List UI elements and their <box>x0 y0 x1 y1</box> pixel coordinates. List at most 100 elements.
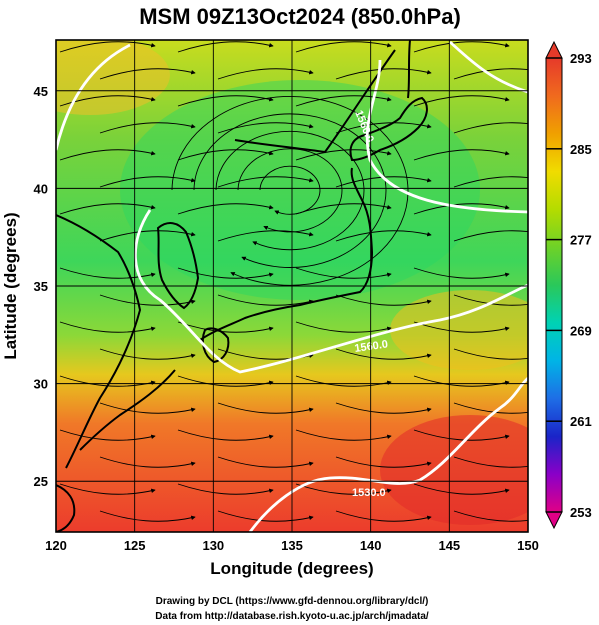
streamline <box>453 230 528 242</box>
streamline <box>295 429 392 441</box>
streamline <box>99 122 196 134</box>
streamline <box>177 149 274 161</box>
coastline-sakhalin <box>407 40 411 99</box>
streamline <box>413 429 510 441</box>
wind-streamlines <box>59 41 528 522</box>
colorbar-ticks: 293 285 277 269 261 253 <box>546 51 592 520</box>
streamline <box>99 294 196 306</box>
warm-patch-east <box>390 290 528 370</box>
coastlines <box>56 40 428 532</box>
streamline <box>59 149 156 161</box>
streamline <box>59 95 156 107</box>
credit-drawing: Drawing by DCL (https://www.gfd-dennou.o… <box>156 596 429 607</box>
streamline <box>453 68 528 80</box>
streamline <box>335 294 432 306</box>
streamline <box>99 510 196 522</box>
streamline-vortex <box>259 165 321 215</box>
streamline <box>217 456 314 468</box>
streamline <box>453 456 528 468</box>
coastline-honshu <box>199 167 374 341</box>
streamline <box>453 348 528 360</box>
x-tick-label: 135 <box>281 538 303 553</box>
streamline <box>217 294 314 306</box>
streamline <box>99 230 196 242</box>
streamline <box>453 122 528 134</box>
streamline <box>413 321 510 333</box>
y-tick-label: 25 <box>34 474 48 489</box>
coastline-kyushu <box>201 327 230 364</box>
streamline <box>99 402 196 414</box>
streamline <box>295 483 392 495</box>
colorbar: 293 285 277 269 261 253 <box>545 40 592 530</box>
colorbar-tick-label: 277 <box>570 233 592 248</box>
x-tick-label: 145 <box>438 538 460 553</box>
streamline <box>413 267 510 279</box>
colorbar-bottom-cap <box>545 511 563 530</box>
hot-patch-southeast <box>380 415 528 525</box>
y-tick-label: 35 <box>34 279 48 294</box>
streamline-vortex <box>237 148 343 233</box>
streamline-vortex <box>215 130 365 251</box>
cool-patch-north <box>120 80 480 300</box>
x-tick-label: 125 <box>124 538 146 553</box>
streamline <box>59 203 156 215</box>
figure-title: MSM 09Z13Oct2024 (850.0hPa) <box>139 4 461 29</box>
streamline <box>335 402 432 414</box>
streamline <box>335 348 432 360</box>
credit-data: Data from http://database.rish.kyoto-u.a… <box>155 611 429 622</box>
streamline <box>453 294 528 306</box>
streamline <box>453 176 528 188</box>
streamline <box>99 456 196 468</box>
streamline-vortex <box>171 96 409 286</box>
y-axis-title: Latitude (degrees) <box>1 212 20 359</box>
map-grid <box>56 40 528 532</box>
streamline <box>217 68 314 80</box>
coastline-taiwan <box>56 484 76 532</box>
y-tick-label: 45 <box>34 84 48 99</box>
streamline <box>59 429 156 441</box>
y-axis: 25 30 35 40 45 <box>34 84 48 489</box>
colorbar-gradient <box>545 57 563 513</box>
streamline <box>413 95 510 107</box>
streamline <box>295 267 392 279</box>
coastline-ryukyu <box>79 369 176 451</box>
streamline <box>335 456 432 468</box>
contour-1560-lower <box>133 209 528 374</box>
streamline <box>295 149 392 161</box>
contour-1530 <box>248 376 528 532</box>
colorbar-tick-label: 293 <box>570 51 592 66</box>
streamline <box>413 483 510 495</box>
streamline <box>99 348 196 360</box>
streamline <box>59 267 156 279</box>
x-axis: 120 125 130 135 140 145 150 <box>45 538 539 553</box>
streamline <box>217 402 314 414</box>
contour-label-1560-south: 1560.0 <box>354 338 389 355</box>
streamline <box>295 321 392 333</box>
streamline <box>413 41 510 53</box>
x-tick-label: 130 <box>202 538 224 553</box>
map-plot-area: 1560.0 1560.0 1530.0 <box>56 40 528 532</box>
streamline <box>177 41 274 53</box>
streamline <box>295 95 392 107</box>
streamline <box>59 483 156 495</box>
streamline <box>99 68 196 80</box>
streamline <box>177 483 274 495</box>
streamline <box>295 41 392 53</box>
x-tick-label: 150 <box>517 538 539 553</box>
x-tick-label: 140 <box>360 538 382 553</box>
streamline <box>413 149 510 161</box>
streamline <box>177 95 274 107</box>
streamline <box>177 203 274 215</box>
height-contours <box>56 40 528 532</box>
colorbar-tick-label: 285 <box>570 142 592 157</box>
colorbar-tick-label: 269 <box>570 323 592 338</box>
y-tick-label: 30 <box>34 377 48 392</box>
coastline-china <box>56 214 142 469</box>
x-axis-title: Longitude (degrees) <box>210 559 373 578</box>
colorbar-tick-label: 261 <box>570 414 592 429</box>
y-tick-label: 40 <box>34 181 48 196</box>
streamline <box>335 510 432 522</box>
plot-frame <box>55 39 529 533</box>
streamline <box>59 41 156 53</box>
